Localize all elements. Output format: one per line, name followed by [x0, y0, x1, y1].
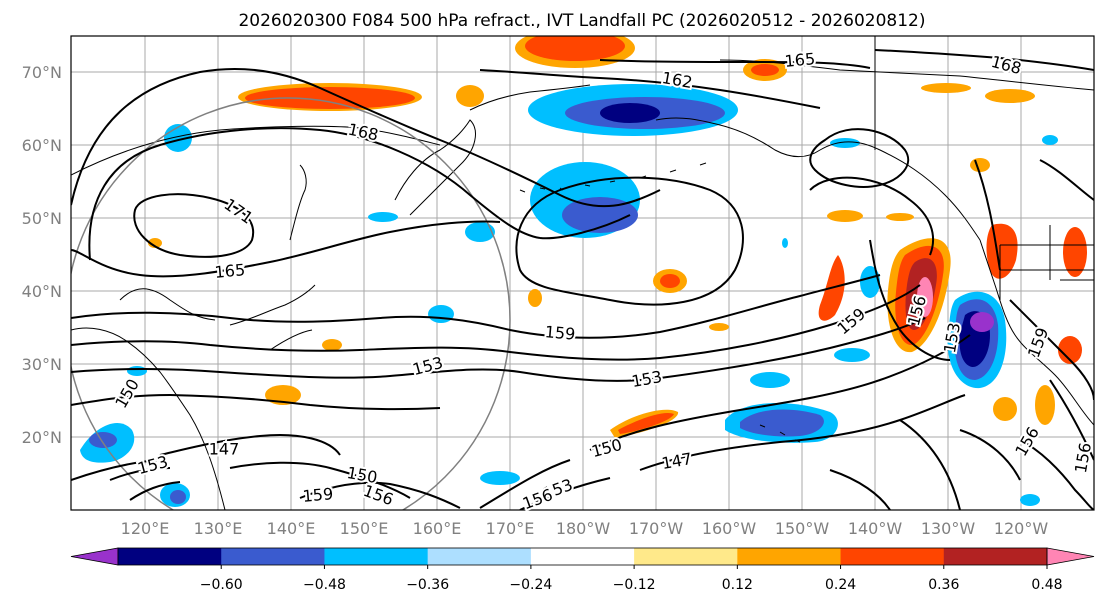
colorbar-extend-low	[70, 547, 119, 566]
reference-circle	[71, 97, 511, 510]
colorbar-segment	[737, 548, 842, 565]
colorbar-tick-label: −0.12	[613, 577, 656, 593]
latitude-label: 40°N	[22, 282, 62, 301]
colorbar-segment	[118, 548, 222, 565]
colorbar-segment	[427, 548, 532, 565]
longitude-label: 150°W	[775, 519, 830, 538]
figure-title: 2026020300 F084 500 hPa refract., IVT La…	[238, 11, 925, 31]
coastlines	[71, 36, 1094, 510]
longitude-label: 140°E	[267, 519, 316, 538]
plot-frame	[70, 35, 1095, 511]
colorbar-tick-label: 0.48	[1031, 577, 1062, 593]
shaded-anomaly-field	[80, 36, 1087, 507]
latitude-label: 60°N	[22, 136, 62, 155]
longitude-label: 130°W	[921, 519, 976, 538]
colorbar-extend-high	[1046, 547, 1095, 566]
colorbar-segment	[530, 548, 635, 565]
longitude-label: 120°W	[994, 519, 1049, 538]
colorbar-tick-label: −0.48	[303, 577, 346, 593]
contour-label: 147	[209, 440, 240, 459]
colorbar-tick-label: 0.24	[825, 577, 856, 593]
longitude-label: 150°E	[340, 519, 389, 538]
colorbar-segment	[840, 548, 945, 565]
longitude-label: 170°W	[629, 519, 684, 538]
latitude-label: 30°N	[22, 355, 62, 374]
longitude-label: 130°E	[194, 519, 243, 538]
longitude-label: 160°W	[702, 519, 757, 538]
latitude-labels: 70°N 60°N 50°N 40°N 30°N 20°N	[22, 63, 62, 447]
colorbar-tick-label: −0.60	[200, 577, 243, 593]
colorbar-segment	[943, 548, 1048, 565]
longitude-label: 180°W	[556, 519, 611, 538]
colorbar-segment	[324, 548, 429, 565]
longitude-labels: 120°E 130°E 140°E 150°E 160°E 170°E 180°W 170°W…	[121, 519, 1049, 538]
colorbar-tick-label: 0.12	[722, 577, 753, 593]
longitude-label: 120°E	[121, 519, 170, 538]
map-plot-area	[71, 36, 1094, 510]
contour-label: 165	[784, 49, 816, 71]
latitude-label: 50°N	[22, 209, 62, 228]
colorbar-frame	[117, 547, 1048, 566]
longitude-label: 160°E	[413, 519, 462, 538]
contour-label: 165	[214, 260, 246, 282]
latitude-label: 20°N	[22, 428, 62, 447]
longitude-label: 170°E	[486, 519, 535, 538]
contour-label: 159	[544, 322, 576, 344]
colorbar-segment	[221, 548, 325, 565]
colorbar-tick-label: −0.36	[406, 577, 449, 593]
latitude-label: 70°N	[22, 63, 62, 82]
height-contours	[71, 49, 1094, 510]
contour-label: 159	[302, 484, 334, 506]
colorbar-tick-label: 0.36	[928, 577, 959, 593]
colorbar: −0.60 −0.48 −0.36 −0.24 −0.12 0.12 0.24 0.36 0.4…	[70, 547, 1095, 593]
longitude-label: 140°W	[848, 519, 903, 538]
colorbar-segment	[634, 548, 738, 565]
colorbar-tick-label: −0.24	[509, 577, 552, 593]
